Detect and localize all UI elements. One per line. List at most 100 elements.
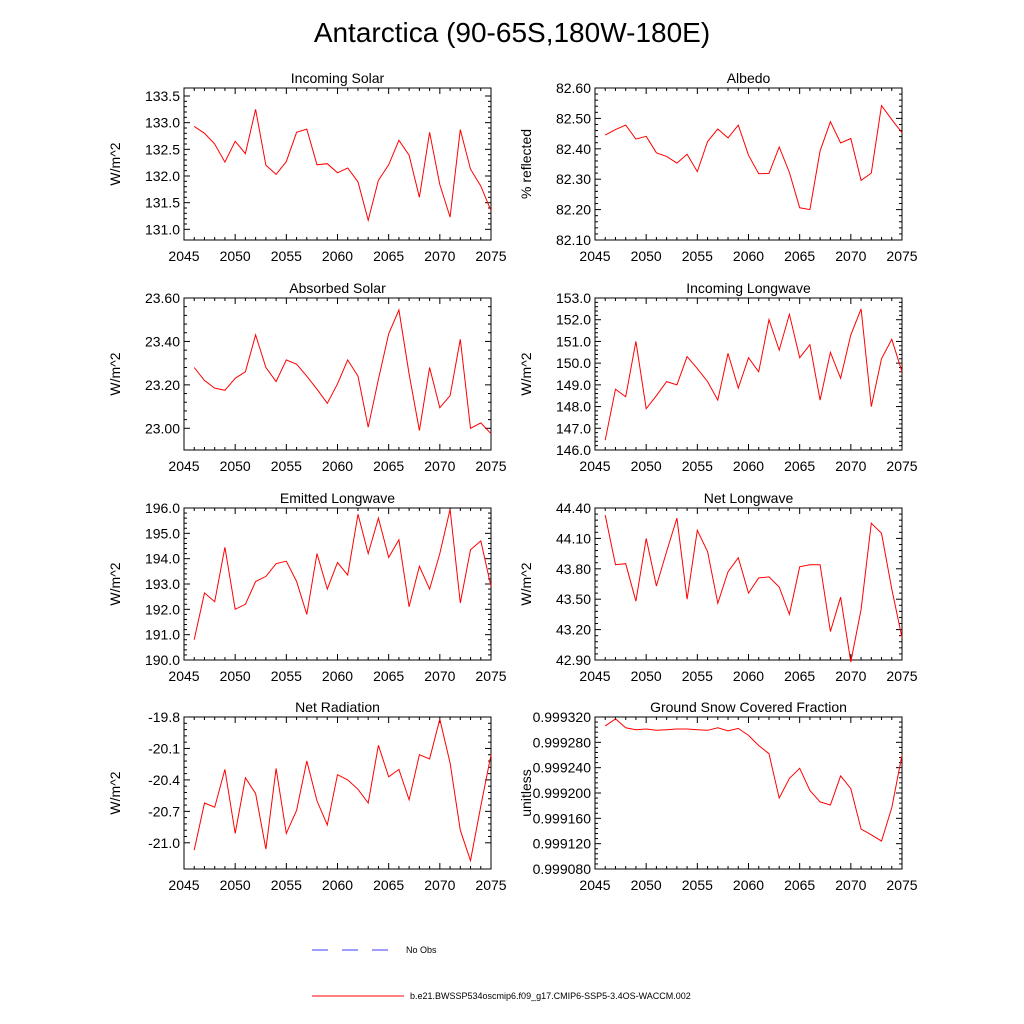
absorbed-solar-frame — [183, 297, 492, 451]
incoming-solar-ytick-label: 132.0 — [145, 168, 180, 184]
net-radiation-xtick-label: 2065 — [373, 877, 404, 893]
emitted-longwave-series-line — [193, 509, 492, 640]
net-radiation-xtick-label: 2075 — [475, 877, 506, 893]
ground-snow-covered-fraction-title: Ground Snow Covered Fraction — [650, 699, 847, 715]
net-radiation-series-line — [193, 718, 492, 863]
figure-title: Antarctica (90-65S,180W-180E) — [314, 17, 710, 48]
absorbed-solar-ytick-label: 23.00 — [145, 420, 180, 436]
albedo-xtick-label: 2045 — [579, 248, 610, 264]
albedo-xtick-label: 2060 — [733, 248, 764, 264]
emitted-longwave-ytick-label: 193.0 — [145, 576, 180, 592]
incoming-longwave-ytick-label: 151.0 — [556, 333, 591, 349]
albedo-frame — [594, 87, 903, 241]
emitted-longwave-title: Emitted Longwave — [280, 490, 395, 506]
albedo-ytick-label: 82.30 — [556, 171, 591, 187]
panel-net-radiation: Net Radiation W/m^2 2045 2050 2055 2060 2065 20… — [107, 699, 507, 893]
net-radiation-xtick-label: 2055 — [271, 877, 302, 893]
panel-emitted-longwave: Emitted Longwave W/m^2 2045 2050 2055 2060 206… — [107, 490, 507, 684]
ground-snow-covered-fraction-ytick-label: 0.999240 — [533, 760, 592, 776]
emitted-longwave-xtick-label: 2065 — [373, 668, 404, 684]
incoming-longwave-ytick-label: 153.0 — [556, 290, 591, 306]
chart-panels: Incoming Solar W/m^2 2045 2050 2055 2060 2065 2… — [107, 70, 918, 893]
panel-net-longwave: Net Longwave W/m^2 2045 2050 2055 2060 2065 207… — [518, 490, 918, 684]
absorbed-solar-series-line — [193, 308, 492, 435]
net-longwave-xtick-label: 2060 — [733, 668, 764, 684]
absorbed-solar-title: Absorbed Solar — [289, 280, 386, 296]
legend-model-label: b.e21.BWSSP534oscmip6.f09_g17.CMIP6-SSP5… — [410, 991, 691, 1001]
net-radiation-xtick-label: 2045 — [168, 877, 199, 893]
panel-albedo: Albedo % reflected 2045 2050 2055 2060 2065 207… — [518, 70, 918, 264]
ground-snow-covered-fraction-frame — [594, 716, 903, 870]
net-radiation-ylabel: W/m^2 — [107, 771, 123, 814]
absorbed-solar-xtick-label: 2055 — [271, 458, 302, 474]
incoming-solar-xtick-label: 2070 — [424, 248, 455, 264]
absorbed-solar-ytick-label: 23.60 — [145, 290, 180, 306]
albedo-series-line — [604, 104, 903, 211]
ground-snow-covered-fraction-ytick-label: 0.999160 — [533, 810, 592, 826]
ground-snow-covered-fraction-ytick-label: 0.999080 — [533, 861, 592, 877]
absorbed-solar-xtick-label: 2045 — [168, 458, 199, 474]
incoming-solar-ytick-label: 133.5 — [145, 88, 180, 104]
net-longwave-title: Net Longwave — [704, 490, 794, 506]
ground-snow-covered-fraction-ytick-label: 0.999120 — [533, 836, 592, 852]
absorbed-solar-ytick-label: 23.20 — [145, 377, 180, 393]
emitted-longwave-ytick-label: 196.0 — [145, 500, 180, 516]
net-radiation-xtick-label: 2050 — [220, 877, 251, 893]
absorbed-solar-xtick-label: 2070 — [424, 458, 455, 474]
net-longwave-ytick-label: 43.80 — [556, 561, 591, 577]
emitted-longwave-ytick-label: 192.0 — [145, 601, 180, 617]
incoming-solar-ytick-label: 131.0 — [145, 221, 180, 237]
incoming-solar-xtick-label: 2045 — [168, 248, 199, 264]
net-longwave-ytick-label: 44.40 — [556, 500, 591, 516]
net-longwave-ytick-label: 44.10 — [556, 530, 591, 546]
net-longwave-xtick-label: 2055 — [682, 668, 713, 684]
ground-snow-covered-fraction-ytick-label: 0.999320 — [533, 709, 592, 725]
incoming-longwave-xtick-label: 2065 — [784, 458, 815, 474]
net-longwave-series-line — [604, 514, 903, 663]
incoming-longwave-xtick-label: 2075 — [886, 458, 917, 474]
emitted-longwave-xtick-label: 2045 — [168, 668, 199, 684]
incoming-solar-ytick-label: 132.5 — [145, 141, 180, 157]
albedo-ytick-label: 82.10 — [556, 232, 591, 248]
net-longwave-ytick-label: 42.90 — [556, 652, 591, 668]
incoming-solar-xtick-label: 2065 — [373, 248, 404, 264]
ground-snow-covered-fraction-xtick-label: 2075 — [886, 877, 917, 893]
ground-snow-covered-fraction-series-line — [604, 718, 903, 842]
incoming-longwave-ytick-label: 147.0 — [556, 420, 591, 436]
net-radiation-xtick-label: 2060 — [322, 877, 353, 893]
albedo-xtick-label: 2065 — [784, 248, 815, 264]
net-radiation-ytick-label: -20.4 — [148, 772, 180, 788]
panel-absorbed-solar: Absorbed Solar W/m^2 2045 2050 2055 2060 2065 2… — [107, 280, 507, 474]
ground-snow-covered-fraction-ytick-label: 0.999200 — [533, 785, 592, 801]
emitted-longwave-ylabel: W/m^2 — [107, 562, 123, 605]
emitted-longwave-ytick-label: 191.0 — [145, 627, 180, 643]
emitted-longwave-ytick-label: 190.0 — [145, 652, 180, 668]
albedo-ytick-label: 82.20 — [556, 202, 591, 218]
absorbed-solar-xtick-label: 2050 — [220, 458, 251, 474]
incoming-longwave-series-line — [604, 308, 903, 441]
albedo-xtick-label: 2055 — [682, 248, 713, 264]
incoming-longwave-xtick-label: 2055 — [682, 458, 713, 474]
incoming-longwave-ytick-label: 148.0 — [556, 399, 591, 415]
ground-snow-covered-fraction-xtick-label: 2070 — [835, 877, 866, 893]
absorbed-solar-xtick-label: 2065 — [373, 458, 404, 474]
incoming-longwave-ytick-label: 150.0 — [556, 355, 591, 371]
albedo-ytick-label: 82.40 — [556, 141, 591, 157]
ground-snow-covered-fraction-ytick-label: 0.999280 — [533, 734, 592, 750]
absorbed-solar-ylabel: W/m^2 — [107, 352, 123, 395]
emitted-longwave-xtick-label: 2050 — [220, 668, 251, 684]
net-longwave-xtick-label: 2050 — [631, 668, 662, 684]
ground-snow-covered-fraction-xtick-label: 2065 — [784, 877, 815, 893]
emitted-longwave-xtick-label: 2075 — [475, 668, 506, 684]
incoming-longwave-xtick-label: 2060 — [733, 458, 764, 474]
net-radiation-ytick-label: -19.8 — [148, 709, 180, 725]
net-longwave-ylabel: W/m^2 — [518, 562, 534, 605]
net-longwave-ytick-label: 43.20 — [556, 622, 591, 638]
incoming-solar-series-line — [193, 109, 492, 223]
legend: No Obs b.e21.BWSSP534oscmip6.f09_g17.CMI… — [312, 945, 691, 1001]
incoming-solar-frame — [183, 87, 492, 241]
emitted-longwave-ytick-label: 194.0 — [145, 551, 180, 567]
net-longwave-xtick-label: 2070 — [835, 668, 866, 684]
absorbed-solar-xtick-label: 2075 — [475, 458, 506, 474]
